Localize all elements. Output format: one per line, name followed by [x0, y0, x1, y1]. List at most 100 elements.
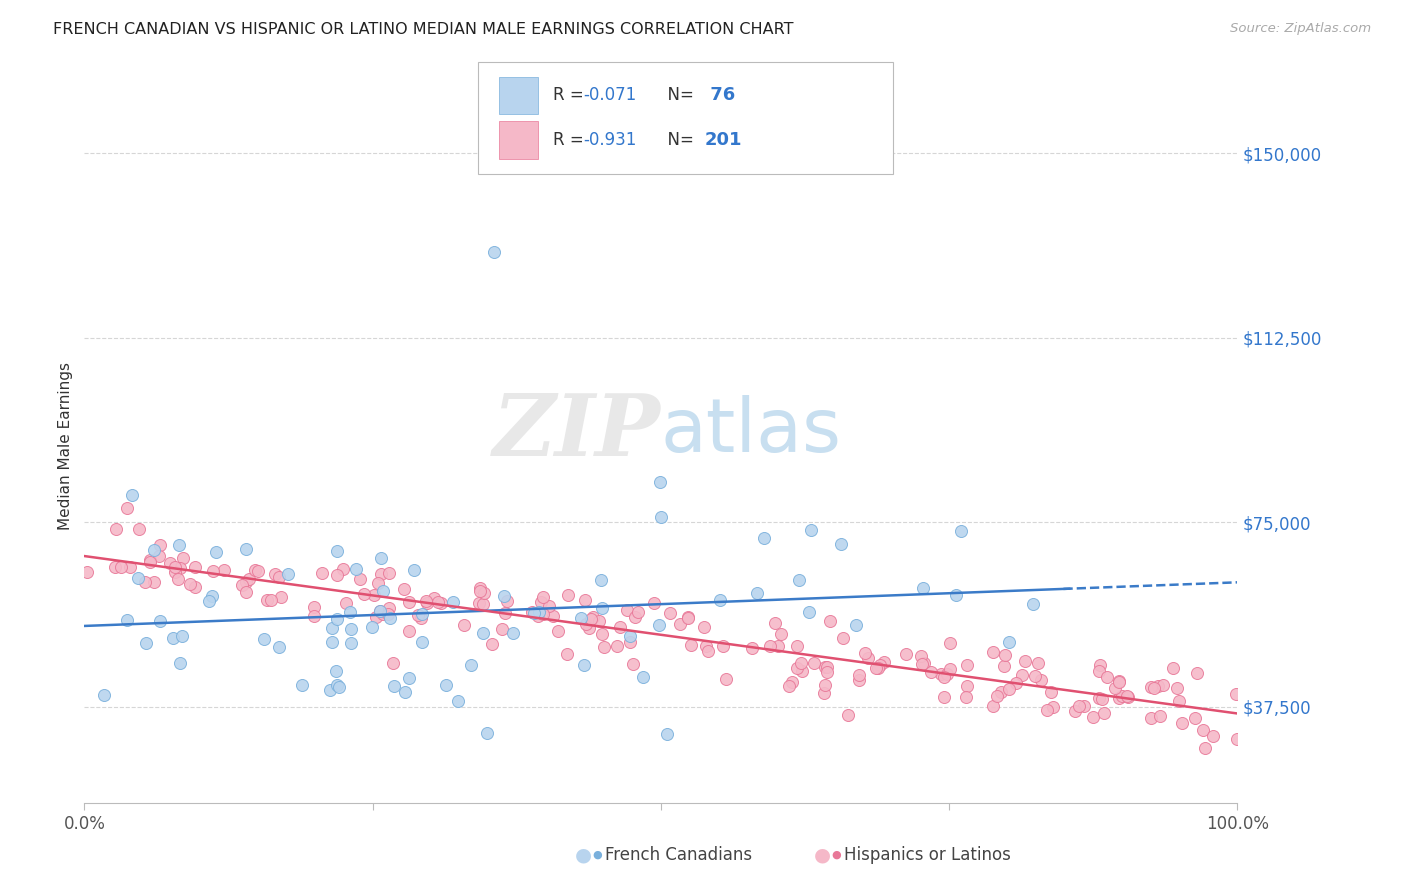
Point	[591, 627, 613, 641]
Point	[453, 618, 475, 632]
Point	[1036, 703, 1059, 717]
Point	[1067, 698, 1090, 713]
Point	[1088, 658, 1111, 673]
Point	[471, 626, 494, 640]
Text: atlas: atlas	[661, 395, 842, 468]
Point	[482, 244, 505, 259]
Point	[912, 657, 935, 671]
Point	[981, 698, 1004, 713]
Point	[416, 596, 439, 610]
Point	[162, 632, 184, 646]
Point	[139, 553, 162, 567]
Point	[235, 574, 257, 589]
Point	[830, 537, 852, 551]
Point	[591, 601, 613, 615]
Text: 201: 201	[704, 131, 742, 149]
Point	[994, 648, 1017, 662]
Point	[370, 567, 392, 582]
Point	[786, 639, 808, 653]
Point	[745, 585, 768, 599]
Point	[1225, 687, 1247, 701]
Text: ●: ●	[832, 849, 841, 860]
Point	[616, 603, 638, 617]
Point	[426, 595, 449, 609]
Point	[803, 656, 825, 670]
Point	[326, 567, 349, 582]
Point	[1108, 674, 1130, 689]
Point	[1194, 741, 1216, 756]
Point	[1168, 694, 1191, 708]
Text: R =: R =	[553, 131, 589, 149]
Point	[339, 606, 361, 620]
Point	[990, 685, 1012, 699]
Point	[290, 678, 312, 692]
Point	[627, 605, 650, 619]
Point	[800, 523, 823, 537]
Point	[848, 667, 870, 681]
Point	[1118, 690, 1140, 705]
Point	[572, 658, 595, 673]
Point	[920, 665, 942, 679]
Point	[650, 510, 672, 524]
Point	[321, 635, 343, 649]
Point	[382, 656, 405, 670]
Text: 76: 76	[704, 87, 735, 104]
Point	[344, 562, 367, 576]
Point	[326, 544, 349, 558]
Point	[911, 657, 934, 671]
Point	[868, 661, 890, 675]
Point	[128, 522, 150, 536]
Point	[115, 613, 138, 627]
Point	[447, 693, 470, 707]
Point	[353, 587, 375, 601]
Point	[778, 680, 800, 694]
Point	[759, 639, 782, 653]
Point	[259, 592, 281, 607]
Point	[149, 615, 172, 629]
Point	[815, 659, 838, 673]
Point	[277, 566, 299, 581]
Point	[997, 635, 1019, 649]
Point	[264, 567, 287, 582]
Point	[468, 583, 491, 598]
Point	[986, 690, 1008, 704]
Point	[938, 662, 960, 676]
Point	[831, 631, 853, 645]
Point	[267, 640, 290, 655]
Point	[531, 607, 554, 621]
Point	[1202, 729, 1225, 743]
Point	[678, 611, 700, 625]
Point	[472, 597, 495, 611]
Point	[695, 639, 717, 653]
Point	[711, 639, 734, 653]
Point	[1005, 676, 1028, 690]
Point	[1140, 711, 1163, 725]
Point	[368, 604, 391, 618]
Point	[813, 660, 835, 674]
Point	[588, 614, 610, 628]
Point	[243, 562, 266, 576]
Point	[1116, 689, 1139, 703]
Point	[371, 583, 394, 598]
Point	[105, 522, 128, 536]
Point	[910, 648, 932, 663]
Point	[693, 619, 716, 633]
Point	[411, 634, 433, 648]
Point	[76, 566, 98, 580]
Point	[837, 708, 859, 723]
Point	[302, 608, 325, 623]
Point	[477, 726, 499, 740]
Point	[869, 657, 891, 672]
Point	[423, 591, 446, 605]
Point	[377, 607, 399, 621]
Text: ●: ●	[814, 845, 831, 864]
Point	[184, 560, 207, 574]
Point	[325, 664, 347, 678]
Text: -0.931: -0.931	[583, 131, 637, 149]
Point	[302, 600, 325, 615]
Point	[1185, 666, 1208, 681]
Text: Source: ZipAtlas.com: Source: ZipAtlas.com	[1230, 22, 1371, 36]
Point	[163, 566, 186, 580]
Point	[434, 677, 457, 691]
Point	[853, 646, 876, 660]
